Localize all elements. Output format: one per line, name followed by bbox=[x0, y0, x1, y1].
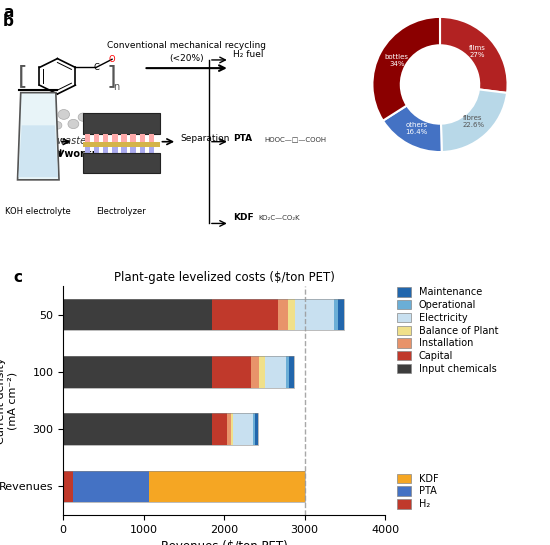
Text: Current density
(mA cm⁻²): Current density (mA cm⁻²) bbox=[0, 358, 18, 444]
Polygon shape bbox=[19, 125, 58, 177]
Bar bbox=[63, 414, 258, 445]
Bar bbox=[212, 299, 278, 330]
Text: (<20%): (<20%) bbox=[169, 54, 204, 64]
Text: n: n bbox=[113, 82, 119, 92]
Bar bbox=[251, 356, 258, 387]
Bar bbox=[252, 414, 255, 445]
Circle shape bbox=[58, 110, 69, 119]
Text: KDF: KDF bbox=[233, 214, 254, 222]
Bar bbox=[83, 113, 160, 134]
Text: others
16.4%: others 16.4% bbox=[406, 122, 428, 135]
Text: [: [ bbox=[18, 64, 28, 88]
Circle shape bbox=[78, 113, 88, 121]
Text: Electrolyzer: Electrolyzer bbox=[96, 207, 146, 216]
Bar bbox=[295, 299, 333, 330]
Bar bbox=[85, 134, 90, 144]
Text: KO₂C—CO₂K: KO₂C—CO₂K bbox=[258, 215, 300, 221]
Bar bbox=[121, 147, 126, 157]
Circle shape bbox=[68, 119, 79, 129]
Bar bbox=[83, 153, 160, 173]
Text: Conventional mechanical recycling: Conventional mechanical recycling bbox=[107, 41, 266, 50]
Bar bbox=[255, 414, 258, 445]
Wedge shape bbox=[372, 17, 440, 120]
Text: Separation: Separation bbox=[180, 135, 229, 143]
X-axis label: Revenues ($/ton PET): Revenues ($/ton PET) bbox=[161, 540, 288, 545]
Text: ]: ] bbox=[107, 64, 117, 88]
Wedge shape bbox=[440, 17, 508, 93]
Text: c: c bbox=[13, 270, 23, 285]
Text: This work:: This work: bbox=[39, 148, 96, 159]
Text: C: C bbox=[93, 63, 99, 72]
Text: b: b bbox=[3, 14, 14, 29]
Bar bbox=[63, 356, 294, 387]
Bar bbox=[265, 356, 285, 387]
Bar bbox=[63, 299, 344, 330]
Bar bbox=[148, 147, 154, 157]
Bar bbox=[212, 414, 227, 445]
Circle shape bbox=[92, 115, 100, 122]
Bar bbox=[103, 134, 108, 144]
Text: a: a bbox=[3, 5, 14, 21]
Bar bbox=[278, 299, 288, 330]
Bar bbox=[212, 356, 251, 387]
Bar bbox=[103, 147, 108, 157]
Text: KOH electrolyte: KOH electrolyte bbox=[6, 207, 71, 216]
Bar bbox=[63, 299, 212, 330]
Bar bbox=[63, 471, 305, 502]
Bar bbox=[227, 414, 230, 445]
Text: PTA: PTA bbox=[233, 135, 252, 143]
Polygon shape bbox=[18, 93, 59, 180]
Text: bottles
34%: bottles 34% bbox=[385, 54, 409, 67]
Bar bbox=[233, 414, 252, 445]
Text: HOOC—□—COOH: HOOC—□—COOH bbox=[265, 136, 327, 142]
Bar bbox=[63, 471, 73, 502]
Circle shape bbox=[85, 120, 94, 128]
Circle shape bbox=[53, 122, 62, 129]
Bar bbox=[121, 134, 126, 144]
Bar bbox=[338, 299, 344, 330]
Bar bbox=[333, 299, 338, 330]
Bar bbox=[112, 134, 118, 144]
Text: PET waste: PET waste bbox=[36, 136, 86, 146]
Bar bbox=[149, 471, 305, 502]
Circle shape bbox=[31, 119, 39, 126]
Title: Plant-gate levelized costs ($/ton PET): Plant-gate levelized costs ($/ton PET) bbox=[114, 270, 334, 283]
Bar bbox=[285, 356, 289, 387]
Wedge shape bbox=[383, 106, 442, 152]
Text: films
27%: films 27% bbox=[469, 45, 486, 58]
Bar bbox=[85, 147, 90, 157]
Bar bbox=[289, 356, 294, 387]
Bar bbox=[230, 414, 233, 445]
Wedge shape bbox=[441, 89, 507, 152]
Text: O: O bbox=[109, 54, 116, 64]
Bar bbox=[94, 134, 99, 144]
Circle shape bbox=[40, 113, 49, 122]
Bar bbox=[140, 147, 145, 157]
Bar bbox=[63, 414, 212, 445]
Bar bbox=[83, 142, 160, 147]
Bar bbox=[63, 356, 212, 387]
Bar bbox=[112, 147, 118, 157]
Bar bbox=[73, 471, 149, 502]
Text: fibres
22.6%: fibres 22.6% bbox=[462, 114, 484, 128]
Bar bbox=[288, 299, 295, 330]
Bar bbox=[130, 147, 136, 157]
Legend: KDF, PTA, H₂: KDF, PTA, H₂ bbox=[397, 473, 439, 510]
Bar bbox=[148, 134, 154, 144]
Bar bbox=[130, 134, 136, 144]
Text: H₂ fuel: H₂ fuel bbox=[233, 50, 263, 59]
Bar bbox=[258, 356, 265, 387]
Bar bbox=[140, 134, 145, 144]
Bar bbox=[94, 147, 99, 157]
